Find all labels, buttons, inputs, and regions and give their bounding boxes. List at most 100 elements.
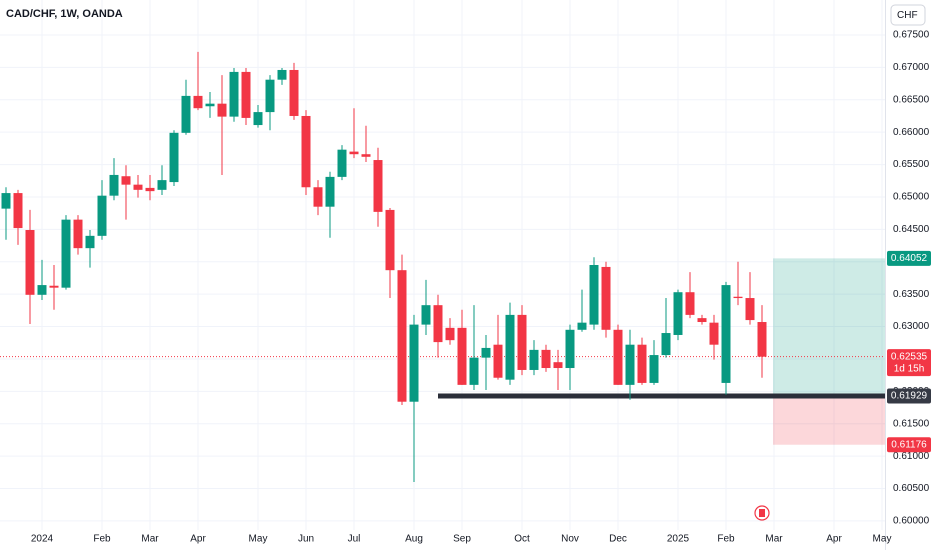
candle-body [349,151,359,155]
candle-body [85,235,95,249]
candle-body [217,103,227,117]
y-tick-label: 0.66000 [893,127,930,138]
candle-body [409,324,419,402]
candle-body [709,322,719,345]
x-tick-label: Mar [765,534,783,545]
x-tick-label: Jun [298,534,314,545]
candle-body [361,154,371,157]
candle-body [289,69,299,116]
candle-body [325,176,335,207]
y-tick-label: 0.63000 [893,321,930,332]
x-tick-label: Aug [405,534,423,545]
candle-body [481,347,491,358]
candle-body [469,357,479,385]
candle-body [589,265,599,325]
target-zone [773,258,885,396]
x-tick-label: Oct [514,534,530,545]
event-flag [759,509,765,517]
chart-title: CAD/CHF, 1W, OANDA [6,8,123,20]
candle-body [337,149,347,177]
candle-body [505,314,515,380]
plot [0,51,885,483]
x-tick-label: Dec [609,534,627,545]
candle-body [73,219,83,249]
y-tick-label: 0.67000 [893,62,930,73]
candle-body [277,69,287,80]
x-tick-label: 2024 [31,534,54,545]
candle-body [517,314,527,370]
candle-body [49,285,59,288]
candle-body [385,209,395,271]
candle-body [169,132,179,183]
candle-body [253,112,263,126]
candle-body [577,322,587,330]
candle-body [637,344,647,383]
currency-button[interactable] [890,4,926,26]
y-tick-label: 0.64500 [893,224,930,235]
candle-body [541,349,551,369]
candle-body [433,305,443,343]
candle-body [241,71,251,118]
candle-body [145,187,155,192]
x-tick-label: Feb [717,534,735,545]
price-tag [887,388,931,404]
price-tag-label: 0.62535 [891,351,928,362]
y-tick-label: 0.66500 [893,94,930,105]
candle-body [109,174,119,196]
x-tick-label: 2025 [667,534,690,545]
candle-body [685,292,695,315]
candle-body [721,285,731,383]
y-tick-label: 0.65000 [893,192,930,203]
candle-body [397,270,407,402]
candle-body [13,193,23,229]
price-tag-label: 0.61176 [891,439,927,450]
price-countdown: 1d 15h [894,363,925,374]
x-tick-label: Sep [453,534,471,545]
candle-body [133,184,143,190]
candle-body [37,285,47,295]
stop-zone [773,395,885,445]
currency-label[interactable]: CHF [897,10,918,21]
price-tag [887,437,931,453]
candle-body [565,329,575,369]
candle-body [457,327,467,385]
candle-body [265,79,275,113]
candle-body [229,71,239,117]
candle-body [1,193,11,209]
y-tick-label: 0.61500 [893,418,930,429]
y-tick-label: 0.63500 [893,289,930,300]
candle-body [553,362,563,369]
grid [0,0,885,530]
x-tick-label: Nov [561,534,579,545]
candle-body [493,344,503,378]
candle-body [661,333,671,356]
price-tag-label: 0.61929 [891,391,928,402]
y-tick-label: 0.60500 [893,483,930,494]
candle-body [301,115,311,188]
candle-body [373,160,383,212]
candle-body [613,329,623,385]
x-tick-label: Mar [141,534,159,545]
candle-body [733,296,743,299]
price-tag [887,250,931,266]
candle-body [421,305,431,325]
x-tick-label: Feb [93,534,111,545]
candle-body [121,176,131,185]
candle-body [97,195,107,236]
candle-body [445,327,455,341]
candle-body [313,187,323,207]
candle-body [529,349,539,370]
y-tick-label: 0.60000 [893,516,930,527]
x-tick-label: Apr [190,534,206,545]
candle-body [745,298,755,321]
candle-body [757,322,767,357]
x-tick-label: May [249,534,268,545]
candle-body [181,95,191,133]
candle-body [649,355,659,383]
candle-body [673,292,683,335]
candle-body [205,103,215,107]
candle-body [697,318,707,323]
